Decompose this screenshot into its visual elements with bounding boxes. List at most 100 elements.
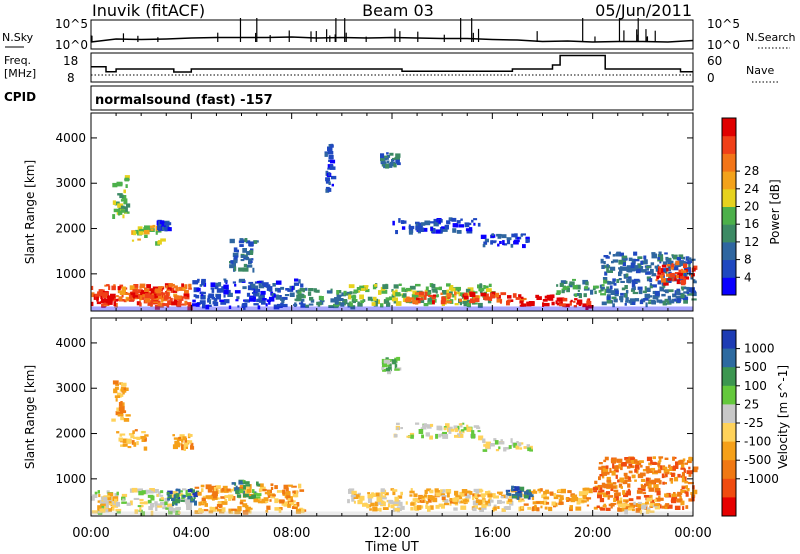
vel-cell bbox=[391, 359, 397, 362]
power-cell bbox=[606, 268, 609, 273]
vel-cell bbox=[98, 494, 101, 498]
power-cell bbox=[409, 300, 415, 304]
vel-cell bbox=[567, 490, 572, 494]
vel-cell bbox=[493, 438, 497, 442]
power-cell bbox=[455, 291, 459, 295]
power-cell bbox=[294, 302, 297, 307]
power-cell bbox=[692, 280, 697, 284]
vel-cell bbox=[549, 491, 554, 495]
power-cell bbox=[692, 265, 698, 270]
vel-cell bbox=[647, 483, 652, 489]
power-cell bbox=[353, 297, 356, 301]
vel-cell bbox=[617, 507, 620, 512]
power-cell bbox=[594, 290, 597, 295]
vel-cell bbox=[663, 469, 670, 474]
vel-cell bbox=[187, 440, 193, 444]
power-cell bbox=[263, 282, 269, 287]
power-cell bbox=[200, 295, 205, 300]
vel-cell bbox=[366, 503, 370, 509]
vel-colorbar-segment bbox=[722, 330, 736, 350]
power-cell bbox=[126, 298, 131, 301]
vel-cell bbox=[106, 490, 110, 494]
vel-cell bbox=[675, 461, 679, 466]
power-cell bbox=[559, 282, 564, 287]
power-cell bbox=[159, 292, 166, 296]
power-cell bbox=[121, 209, 127, 213]
power-cell bbox=[446, 300, 452, 304]
power-cell bbox=[651, 252, 656, 255]
vel-cell bbox=[463, 426, 470, 431]
power-cell bbox=[416, 294, 419, 298]
vel-cell bbox=[256, 481, 259, 486]
vel-cell bbox=[119, 433, 126, 436]
vel-cell bbox=[204, 503, 208, 507]
vel-cell bbox=[208, 510, 214, 514]
vel-cell bbox=[163, 503, 166, 508]
vel-cell bbox=[394, 364, 398, 369]
power-cell bbox=[460, 218, 463, 221]
vel-cell bbox=[671, 498, 677, 504]
power-cell bbox=[452, 294, 455, 298]
vel-cell bbox=[94, 491, 98, 495]
vel-cell bbox=[614, 493, 617, 497]
vel-cell bbox=[662, 475, 667, 478]
vel-cell bbox=[119, 434, 123, 437]
vel-cell bbox=[633, 503, 638, 507]
vel-cell bbox=[205, 484, 212, 490]
power-cell bbox=[392, 290, 398, 295]
vel-cell bbox=[178, 488, 181, 494]
power-cell bbox=[129, 294, 132, 299]
power-cell bbox=[360, 287, 366, 291]
power-cell bbox=[455, 286, 461, 291]
vel-cell bbox=[243, 481, 250, 484]
vel-cell bbox=[458, 423, 463, 426]
vel-cell bbox=[462, 422, 465, 425]
vel-cell bbox=[476, 426, 481, 430]
vel-cell bbox=[351, 497, 355, 502]
power-cell bbox=[465, 288, 471, 293]
power-cell bbox=[572, 285, 578, 290]
power-cell bbox=[268, 301, 271, 305]
vel-cell bbox=[369, 508, 372, 511]
power-cell bbox=[107, 300, 113, 305]
power-cell bbox=[683, 291, 688, 294]
power-cell bbox=[536, 296, 542, 300]
vel-cell bbox=[116, 407, 120, 412]
power-cell bbox=[139, 302, 142, 307]
vel-cell bbox=[422, 499, 425, 503]
power-cell bbox=[380, 160, 386, 164]
power-ylabel: Slant Range [km] bbox=[23, 160, 37, 264]
vel-cell bbox=[287, 499, 294, 503]
vel-cell bbox=[165, 507, 169, 510]
vel-cell bbox=[450, 428, 455, 432]
power-cell bbox=[359, 294, 364, 300]
vel-cell bbox=[213, 487, 217, 492]
power-cell bbox=[676, 279, 680, 285]
power-cell bbox=[454, 291, 457, 296]
vel-cell bbox=[438, 433, 442, 438]
power-cell bbox=[245, 240, 251, 244]
power-cell bbox=[622, 262, 626, 267]
power-cell bbox=[316, 301, 322, 306]
power-cell bbox=[678, 254, 684, 259]
power-cell bbox=[551, 301, 555, 306]
freq-tick-bottom: 8 bbox=[67, 71, 75, 85]
power-cell bbox=[175, 287, 179, 292]
power-cell bbox=[243, 303, 248, 308]
power-cell bbox=[421, 222, 425, 226]
vel-cell bbox=[114, 493, 119, 498]
power-cell bbox=[173, 290, 178, 293]
vel-cell bbox=[578, 491, 583, 497]
vel-cell bbox=[485, 500, 488, 505]
power-cell bbox=[678, 273, 683, 279]
power-cell bbox=[297, 293, 302, 297]
power-cell bbox=[220, 288, 224, 293]
power-cell bbox=[675, 260, 680, 266]
power-cell bbox=[631, 301, 636, 305]
power-cell bbox=[391, 159, 393, 164]
power-cell bbox=[251, 283, 255, 288]
vel-cell bbox=[549, 493, 556, 496]
power-cell bbox=[601, 284, 605, 287]
vel-cell bbox=[429, 435, 433, 440]
vel-cell bbox=[287, 498, 291, 502]
